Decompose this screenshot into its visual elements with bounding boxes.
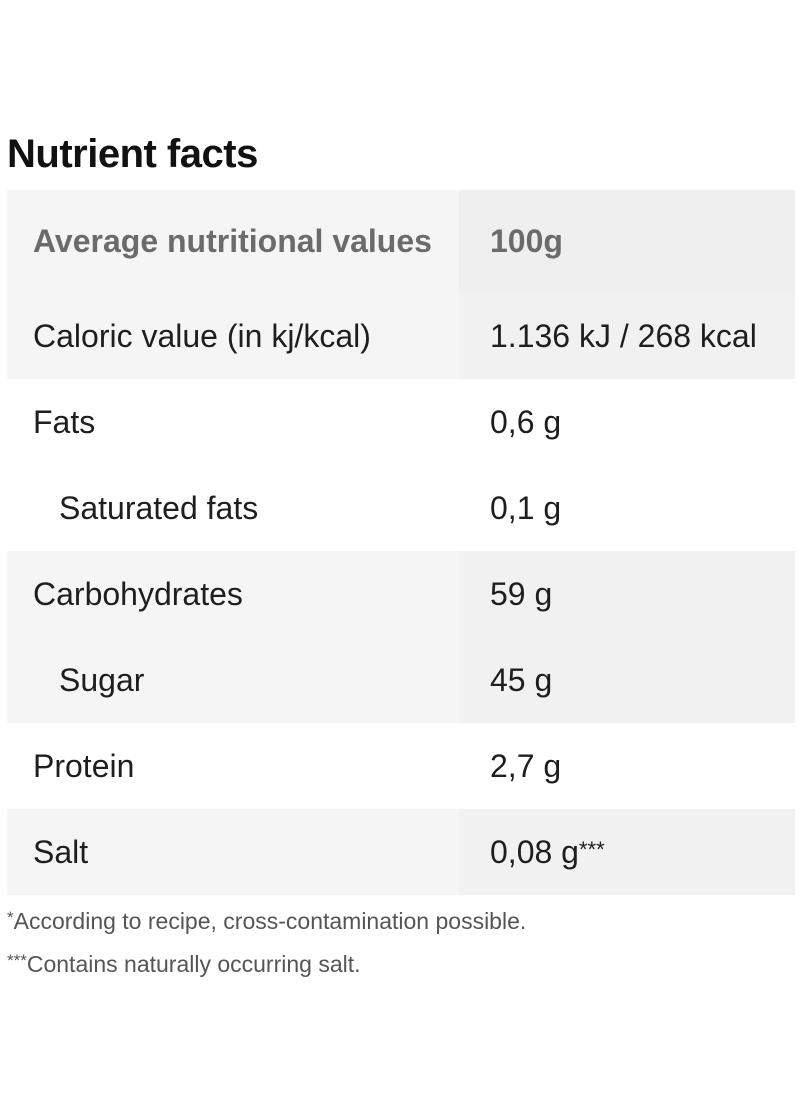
footnote-salt: ***Contains naturally occurring salt. — [7, 941, 526, 984]
page-title: Nutrient facts — [7, 132, 258, 176]
row-value-text: 0,6 g — [490, 403, 562, 440]
row-value-text: 2,7 g — [490, 747, 562, 784]
row-value: 1.136 kJ / 268 kcal — [459, 293, 795, 379]
row-value-text: 0,1 g — [490, 489, 562, 526]
row-label: Sugar — [7, 637, 459, 723]
footnote-marker: * — [7, 908, 14, 927]
row-label: Saturated fats — [59, 489, 259, 526]
row-label: Caloric value (in kj/kcal) — [7, 293, 459, 379]
table-row-salt: Salt 0,08 g *** — [7, 809, 795, 895]
row-label: Fats — [33, 403, 96, 440]
table-row-saturated-fats: Saturated fats 0,1 g — [7, 465, 795, 551]
row-value: 2,7 g — [459, 723, 795, 809]
row-value-text: 1.136 kJ / 268 kcal — [490, 317, 757, 354]
header-value: 100g — [459, 190, 795, 293]
table-row-sugar: Sugar 45 g — [7, 637, 795, 723]
table-header-row: Average nutritional values 100g — [7, 190, 795, 293]
row-value-text: 45 g — [490, 661, 553, 698]
table-row-caloric-value: Caloric value (in kj/kcal) 1.136 kJ / 26… — [7, 293, 795, 379]
footnote-text: According to recipe, cross-contamination… — [13, 908, 527, 934]
footnote-recipe: *According to recipe, cross-contaminatio… — [7, 898, 526, 941]
row-value: 45 g — [459, 637, 795, 723]
row-label: Carbohydrates — [7, 551, 459, 637]
row-value-text: 59 g — [490, 575, 553, 612]
row-label: Protein — [33, 747, 135, 784]
footnote-text: Contains naturally occurring salt. — [26, 951, 361, 977]
table-row-carbohydrates: Carbohydrates 59 g — [7, 551, 795, 637]
row-value-text: 0,08 g — [490, 833, 579, 870]
row-value: 0,1 g — [459, 465, 795, 551]
table-row-fats: Fats 0,6 g — [7, 379, 795, 465]
row-label: Salt — [7, 809, 459, 895]
row-value: 0,08 g *** — [459, 809, 795, 895]
row-value: 0,6 g — [459, 379, 795, 465]
footnotes: *According to recipe, cross-contaminatio… — [7, 898, 526, 984]
footnote-marker: *** — [7, 951, 27, 970]
nutrition-table: Average nutritional values 100g Caloric … — [7, 190, 795, 895]
row-value: 59 g — [459, 551, 795, 637]
header-label: Average nutritional values — [7, 190, 459, 293]
table-row-protein: Protein 2,7 g — [7, 723, 795, 809]
